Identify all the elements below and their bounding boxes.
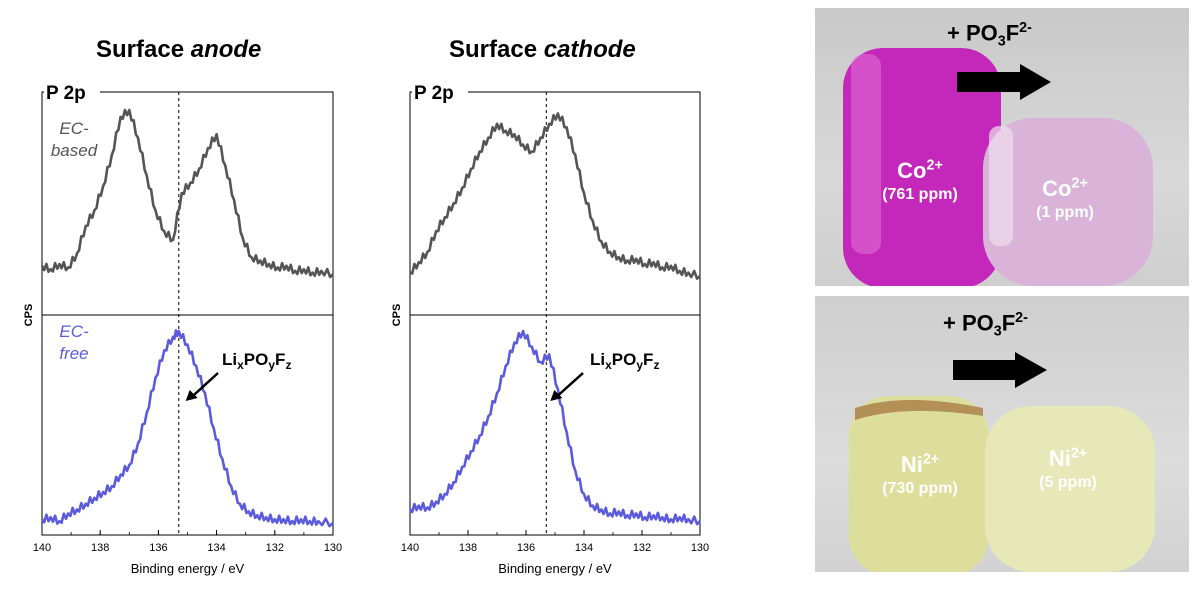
panel-label-bg — [44, 82, 100, 102]
ec-based-series-line — [40, 108, 334, 279]
annotation-arrow-shaft — [190, 372, 219, 398]
panel-label-bg — [412, 82, 468, 102]
nickel-reagent-label: + PO3F2- — [943, 310, 1028, 340]
series-label-line2: based — [51, 141, 98, 160]
x-axis-label: Binding energy / eV — [498, 561, 612, 576]
annotation-arrow-shaft — [555, 372, 584, 398]
annotation-label: LixPOyFz — [222, 350, 291, 372]
y-axis-label: CPS — [391, 304, 403, 327]
series-label-line2: free — [59, 344, 88, 363]
plot-frame — [409, 91, 701, 536]
annotation-arrow-head — [550, 390, 563, 401]
nickel-photo: + PO3F2- Ni2+ (730 ppm) Ni2+ (5 ppm) — [815, 296, 1189, 572]
co-right-label: Co2+ (1 ppm) — [1036, 176, 1094, 222]
x-tick-label: 132 — [266, 542, 284, 554]
cobalt-reagent-label: + PO3F2- — [947, 20, 1032, 50]
panel-label: P 2p — [414, 83, 454, 104]
ec-free-series-line — [409, 329, 701, 526]
annotation-label: LixPOyFz — [590, 350, 659, 372]
anode-title: Surface anode — [96, 36, 262, 63]
ni-tube-left — [849, 396, 989, 572]
x-tick-label: 130 — [691, 542, 709, 554]
x-tick-label: 134 — [575, 542, 593, 554]
x-tick-label: 134 — [207, 542, 225, 554]
series-label-line1: EC- — [59, 119, 89, 138]
nickel-tubes-drawing — [849, 352, 1155, 572]
x-tick-label: 136 — [517, 542, 535, 554]
x-tick-label: 136 — [149, 542, 167, 554]
x-tick-label: 140 — [33, 542, 51, 554]
cobalt-photo: + PO3F2- Co2+ (761 ppm) Co2+ (1 ppm) — [815, 8, 1189, 286]
x-tick-label: 138 — [91, 542, 109, 554]
ni-right-label: Ni2+ (5 ppm) — [1039, 446, 1097, 492]
co-tube-right — [983, 118, 1153, 286]
cathode-title: Surface cathode — [449, 36, 636, 63]
panel-label: P 2p — [46, 83, 86, 104]
ec-free-series-line — [40, 329, 334, 528]
cathode-xps-chart: P 2p CPS 140 138 136 134 132 130 Binding energy … — [391, 82, 709, 576]
x-tick-label: 132 — [633, 542, 651, 554]
y-axis-label: CPS — [23, 304, 35, 327]
co-left-label: Co2+ (761 ppm) — [882, 158, 958, 204]
series-label-line1: EC- — [59, 322, 89, 341]
co-tube-left — [843, 48, 1001, 286]
anode-xps-chart: P 2p CPS 140 138 136 134 132 130 Binding energy … — [23, 82, 342, 576]
ni-tube-right — [985, 406, 1155, 572]
x-axis-label: Binding energy / eV — [131, 561, 245, 576]
x-tick-label: 130 — [324, 542, 342, 554]
cobalt-tubes-drawing — [843, 48, 1153, 286]
x-tick-label: 138 — [459, 542, 477, 554]
ec-based-series-line — [409, 112, 701, 280]
annotation-arrow-head — [185, 390, 198, 401]
x-tick-label: 140 — [401, 542, 419, 554]
ni-left-label: Ni2+ (730 ppm) — [882, 452, 958, 498]
